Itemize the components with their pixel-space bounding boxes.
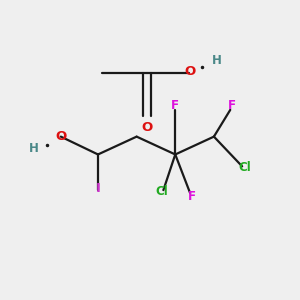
Text: Cl: Cl [155, 185, 168, 198]
Text: H: H [29, 142, 39, 155]
Text: I: I [95, 182, 101, 195]
Text: H: H [212, 54, 222, 67]
Text: O: O [55, 130, 67, 143]
Text: F: F [228, 99, 236, 112]
Text: Cl: Cl [239, 161, 251, 174]
Text: F: F [188, 190, 196, 202]
Text: O: O [184, 65, 196, 78]
Text: F: F [171, 99, 179, 112]
Text: O: O [141, 121, 153, 134]
